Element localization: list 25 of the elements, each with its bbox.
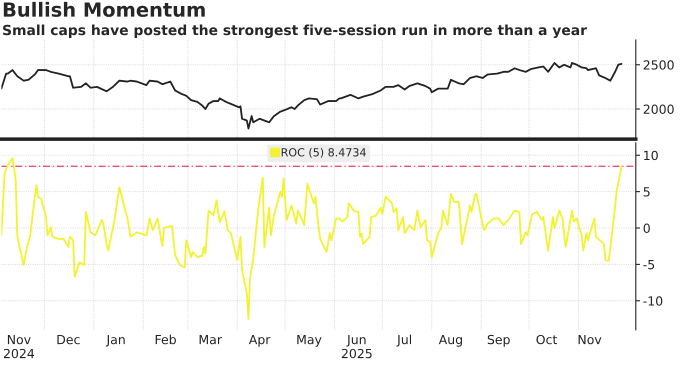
chart-subtitle: Small caps have posted the strongest five-session run in more than a year: [3, 24, 587, 38]
y-tick-label: -10: [643, 296, 662, 306]
x-tick-label: Dec: [57, 334, 80, 344]
x-tick-label: Jul: [396, 334, 412, 347]
y-tick-label: 2000: [644, 104, 674, 114]
y-tick-label: 2500: [644, 60, 674, 70]
chart-title: Bullish Momentum: [4, 2, 205, 17]
y-tick-label: 5: [644, 187, 650, 197]
x-tick-label: Aug: [438, 334, 462, 347]
y-tick-label: 10: [644, 150, 658, 160]
x-tick-label: Jun 2025: [342, 334, 372, 358]
legend-label: ROC (5) 8.4734: [282, 148, 366, 158]
x-tick-label: Jan: [106, 334, 125, 347]
x-tick-label: Feb: [156, 334, 176, 344]
y-tick-label: 0: [644, 223, 650, 233]
line-series: [1, 157, 622, 320]
x-tick-label: Oct: [536, 334, 558, 344]
x-tick-label: Apr: [248, 334, 270, 347]
x-tick-label: Mar: [200, 334, 222, 344]
x-tick-label: May: [297, 334, 322, 347]
x-tick-label: Nov: [578, 334, 602, 344]
y-tick-label: -5: [643, 260, 654, 270]
x-tick-label: Sep: [488, 334, 510, 347]
line-series: [1, 62, 622, 130]
x-tick-label: Nov 2024: [4, 334, 34, 358]
